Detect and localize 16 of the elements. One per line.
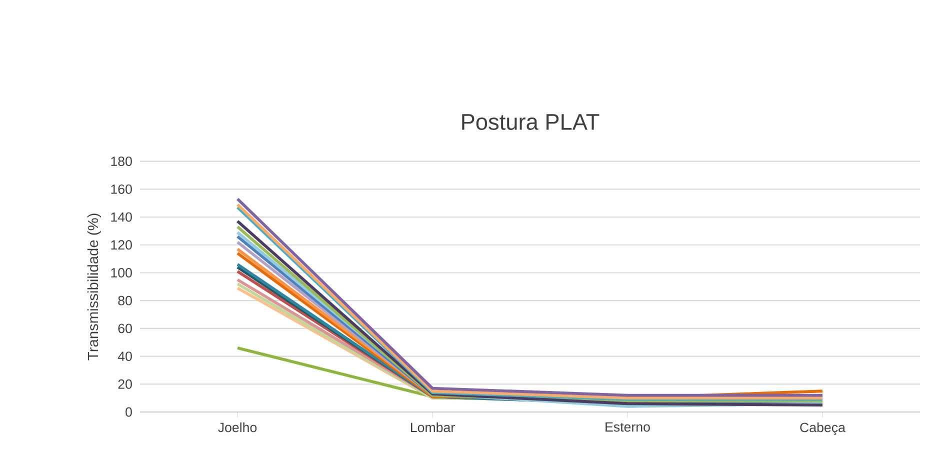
y-tick-label: 20: [118, 379, 132, 389]
y-tick-label: 100: [111, 268, 132, 278]
y-tick-label: 160: [111, 184, 132, 194]
x-tick-label: Lombar: [410, 422, 455, 432]
x-tick-label: Esterno: [606, 422, 650, 432]
y-tick-label: 180: [111, 156, 132, 166]
y-tick-label: 0: [126, 407, 132, 417]
y-tick-label: 60: [118, 324, 132, 333]
chart-title: Postura PLAT: [462, 114, 600, 130]
y-tick-label: 140: [111, 212, 132, 222]
x-tick-label: Cabeça: [800, 422, 846, 435]
x-tick-label: Joelho: [218, 422, 257, 432]
y-tick-label: 40: [118, 351, 132, 361]
y-axis-title: Transmissibilidade (%): [87, 214, 102, 360]
y-tick-label: 120: [111, 240, 132, 250]
y-tick-label: 80: [118, 296, 132, 306]
